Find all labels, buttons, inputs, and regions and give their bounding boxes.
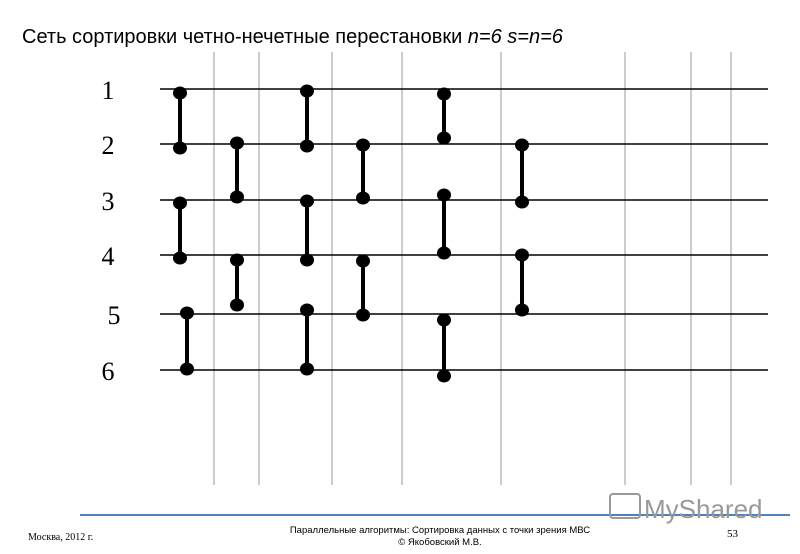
comparator-end	[230, 190, 244, 204]
comparator-end	[300, 303, 314, 317]
footer-author: © Якобовский М.В.	[398, 537, 481, 548]
guides	[213, 52, 732, 485]
comparator-end	[356, 138, 370, 152]
wire-label: 6	[102, 357, 115, 386]
comparator-end	[300, 253, 314, 267]
comparator-end	[173, 196, 187, 210]
comparator-end	[173, 251, 187, 265]
watermark-icon	[609, 493, 641, 519]
title-text: Сеть сортировки четно-нечетные перестано…	[22, 26, 462, 48]
slide-title: Сеть сортировки четно-нечетные перестано…	[22, 26, 564, 48]
comparator-end	[300, 84, 314, 98]
comparator-end	[180, 306, 194, 320]
comparator-end	[173, 86, 187, 100]
comparator-end	[437, 246, 451, 260]
wire-label: 1	[102, 76, 115, 105]
comparator-end	[356, 254, 370, 268]
comparator-end	[356, 308, 370, 322]
comparator-end	[515, 303, 529, 317]
wire-label: 5	[108, 301, 121, 330]
comparator-end	[300, 362, 314, 376]
wire-label: 4	[102, 242, 115, 271]
footer-page: 53	[727, 528, 739, 540]
wire-label: 3	[102, 187, 115, 216]
comparator-end	[437, 131, 451, 145]
comparator-end	[437, 188, 451, 202]
comparator-end	[437, 369, 451, 383]
comparator-end	[437, 313, 451, 327]
comparator-end	[173, 141, 187, 155]
comparator-end	[230, 298, 244, 312]
comparator-end	[437, 87, 451, 101]
comparator-end	[515, 138, 529, 152]
comparator-end	[180, 362, 194, 376]
comparator-end	[230, 253, 244, 267]
comparator-end	[300, 139, 314, 153]
comparator-end	[356, 191, 370, 205]
watermark: MyShared	[644, 494, 763, 524]
comparator-end	[515, 248, 529, 262]
wires: 1 2 3 4 5 6	[102, 76, 768, 386]
wire-label: 2	[102, 131, 115, 160]
comparator-end	[230, 136, 244, 150]
footer-place: Москва, 2012 г.	[28, 532, 93, 543]
comparator-end	[515, 195, 529, 209]
footer-course: Параллельные алгоритмы: Сортировка данны…	[290, 525, 590, 536]
comparator-end	[300, 194, 314, 208]
title-params: n=6 s=n=6	[468, 26, 564, 48]
comparators	[173, 84, 529, 383]
